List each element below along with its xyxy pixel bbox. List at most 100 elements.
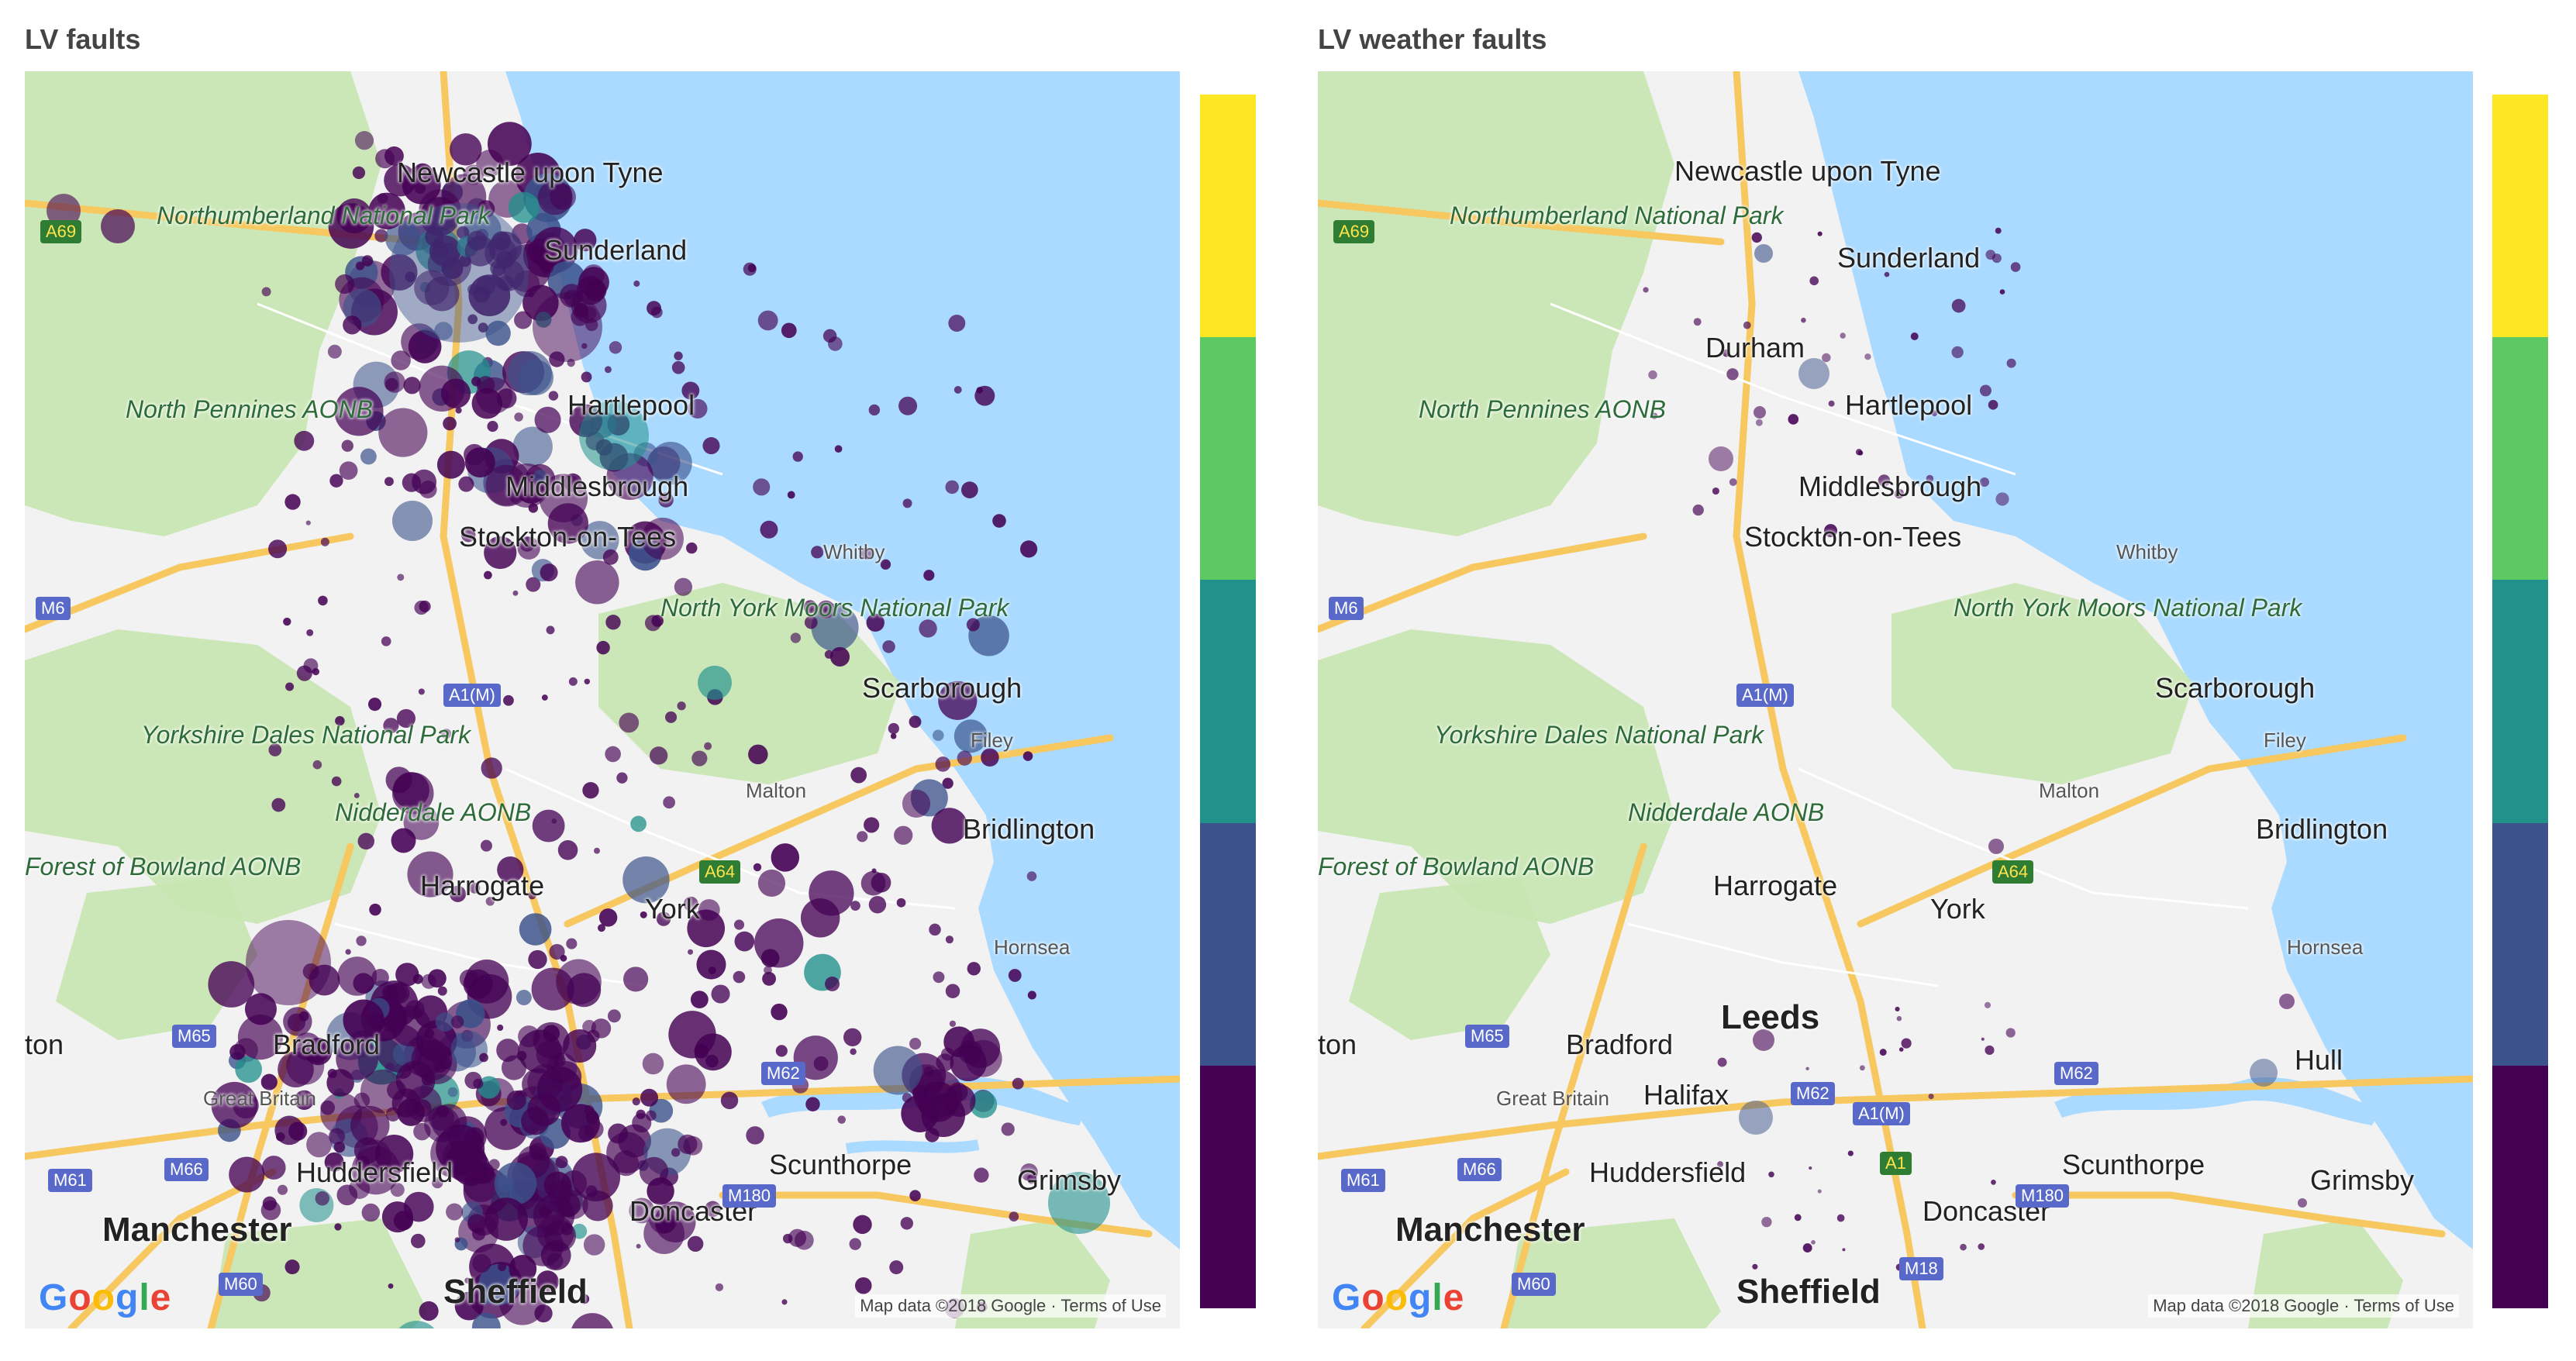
fault-point <box>2279 994 2295 1009</box>
fault-point <box>666 1064 706 1104</box>
fault-point <box>1884 271 1890 277</box>
fault-point <box>343 999 385 1041</box>
fault-point <box>414 270 450 305</box>
label-manchester: Manchester <box>1395 1211 1585 1249</box>
fault-point <box>1859 1065 1865 1071</box>
fault-point <box>361 255 374 267</box>
fault-point <box>1991 253 2002 264</box>
map-lv-faults[interactable]: Newcastle upon Tyne Northumberland Natio… <box>25 71 1180 1328</box>
fault-point <box>533 292 602 362</box>
fault-point <box>781 1299 788 1305</box>
fault-point <box>656 911 671 926</box>
road-m180: M180 <box>722 1184 777 1208</box>
fault-point <box>1824 524 1838 538</box>
fault-point <box>760 949 780 967</box>
fault-point <box>804 615 818 629</box>
fault-point <box>1895 1006 1900 1011</box>
label-whitby: Whitby <box>2116 540 2178 563</box>
fault-point <box>528 503 539 513</box>
fault-point <box>421 973 436 989</box>
fault-point <box>894 825 913 845</box>
fault-point <box>1878 474 1891 487</box>
fault-point <box>1855 449 1863 456</box>
fault-point <box>324 1152 344 1172</box>
fault-point <box>471 1312 501 1328</box>
attribution-text: Map data ©2018 Google <box>2153 1296 2340 1315</box>
label-sheffield: Sheffield <box>1736 1273 1881 1311</box>
fault-point <box>582 782 599 799</box>
fault-point <box>473 1078 484 1089</box>
road-m65: M65 <box>1465 1025 1509 1048</box>
fault-point <box>1743 321 1751 329</box>
fault-point <box>658 492 674 508</box>
fault-point <box>539 1205 552 1219</box>
label-forest-of-bowland: Forest of Bowland AONB <box>1318 853 1595 880</box>
road-m18: M18 <box>1899 1257 1943 1280</box>
fault-point <box>715 1283 724 1291</box>
fault-point <box>633 280 640 287</box>
fault-point <box>1754 244 1773 263</box>
terms-of-use-link[interactable]: Terms of Use <box>1060 1296 1161 1315</box>
fault-point <box>938 680 978 720</box>
google-logo: Google <box>39 1277 172 1318</box>
terms-of-use-link[interactable]: Terms of Use <box>2354 1296 2454 1315</box>
label-bradford: Bradford <box>273 1029 381 1060</box>
fault-point <box>1960 1243 1967 1251</box>
label-malton: Malton <box>746 779 807 802</box>
fault-point <box>1879 1049 1887 1056</box>
fault-point <box>374 229 388 243</box>
fault-point <box>743 262 757 276</box>
fault-point <box>449 885 467 902</box>
weather-fault-points-layer <box>1643 227 2307 1271</box>
fault-point <box>1928 1094 1934 1100</box>
label-north-pennines: North Pennines AONB <box>126 395 373 423</box>
fault-point <box>1717 1161 1723 1168</box>
fault-point <box>478 322 488 333</box>
label-hornsea: Hornsea <box>994 935 1071 959</box>
fault-point <box>850 901 860 911</box>
fault-point <box>488 1159 500 1170</box>
fault-point <box>711 984 730 1004</box>
map-lv-weather-faults[interactable]: Newcastle upon Tyne Northumberland Natio… <box>1318 71 2473 1328</box>
fault-point <box>931 808 967 844</box>
fault-point <box>1842 1248 1846 1252</box>
fault-point <box>1979 384 1991 397</box>
fault-point <box>381 636 391 646</box>
fault-point <box>608 1123 629 1144</box>
label-scarborough: Scarborough <box>2155 672 2316 704</box>
fault-point <box>436 1104 450 1118</box>
fault-point <box>953 385 962 394</box>
fault-point <box>335 715 345 726</box>
road-m60: M60 <box>1512 1273 1556 1296</box>
fault-point <box>775 1045 788 1057</box>
label-sunderland: Sunderland <box>1837 242 1981 274</box>
fault-point <box>464 236 496 267</box>
fault-point <box>408 330 442 364</box>
fault-point <box>1729 478 1737 486</box>
fault-point <box>1009 1211 1019 1221</box>
fault-point <box>411 1039 453 1081</box>
fault-point <box>315 1191 329 1206</box>
fault-point <box>687 909 726 948</box>
fault-point <box>536 1270 559 1294</box>
fault-point <box>521 1107 550 1135</box>
fault-point <box>506 1091 526 1111</box>
fault-point <box>1648 370 1657 380</box>
fault-point <box>636 1243 641 1249</box>
fault-point <box>1643 287 1649 293</box>
label-newcastle: Newcastle upon Tyne <box>397 157 664 188</box>
fault-point <box>560 954 567 962</box>
fault-point <box>336 1037 378 1080</box>
fault-point <box>357 832 374 850</box>
fault-point <box>837 1115 847 1124</box>
fault-point <box>677 701 686 711</box>
fault-point <box>902 1093 912 1103</box>
fault-point <box>341 439 353 452</box>
fault-point <box>596 640 610 655</box>
fault-point <box>421 1073 434 1086</box>
fault-point <box>369 903 381 916</box>
fault-point <box>1951 298 1966 313</box>
fault-point <box>294 1090 315 1110</box>
fault-point <box>237 1015 283 1060</box>
label-great-britain: Great Britain <box>1496 1087 1609 1110</box>
